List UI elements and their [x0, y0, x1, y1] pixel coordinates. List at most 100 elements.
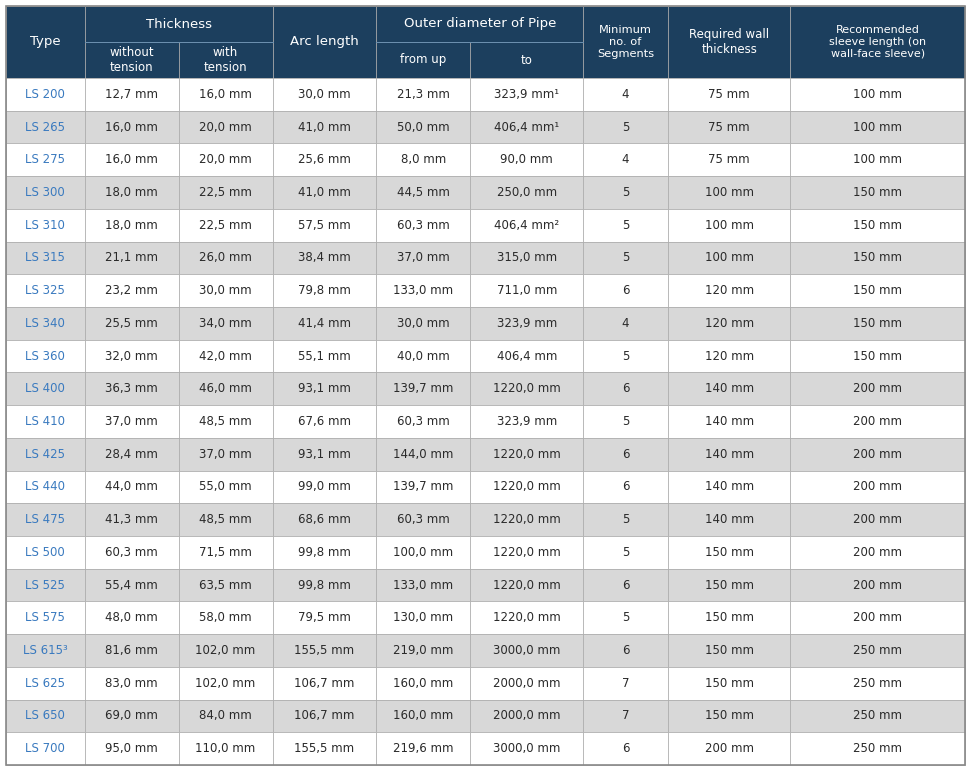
Text: 5: 5: [621, 186, 629, 199]
Text: 250 mm: 250 mm: [854, 709, 902, 722]
Text: 6: 6: [621, 578, 629, 591]
Bar: [273, 6, 376, 78]
Bar: [84, 42, 179, 78]
Text: 58,0 mm: 58,0 mm: [199, 611, 251, 625]
Bar: [790, 667, 965, 699]
Text: 155,5 mm: 155,5 mm: [294, 742, 354, 755]
Text: 68,6 mm: 68,6 mm: [298, 513, 351, 526]
Text: 150 mm: 150 mm: [705, 677, 753, 690]
Text: 34,0 mm: 34,0 mm: [199, 317, 252, 330]
Bar: [84, 372, 179, 405]
Bar: [790, 340, 965, 372]
Text: 139,7 mm: 139,7 mm: [393, 382, 453, 396]
Bar: [584, 699, 668, 732]
Text: 100 mm: 100 mm: [705, 219, 753, 232]
Bar: [273, 569, 376, 601]
Bar: [790, 209, 965, 241]
Text: 250 mm: 250 mm: [854, 677, 902, 690]
Bar: [470, 732, 584, 765]
Bar: [6, 503, 84, 536]
Text: 5: 5: [621, 611, 629, 625]
Bar: [84, 78, 179, 111]
Text: 12,7 mm: 12,7 mm: [105, 88, 158, 101]
Text: 25,6 mm: 25,6 mm: [298, 153, 351, 167]
Text: 21,1 mm: 21,1 mm: [105, 251, 158, 264]
Text: 1220,0 mm: 1220,0 mm: [493, 578, 560, 591]
Bar: [6, 732, 84, 765]
Text: 160,0 mm: 160,0 mm: [393, 709, 453, 722]
Bar: [470, 340, 584, 372]
Text: 140 mm: 140 mm: [705, 448, 753, 461]
Bar: [584, 634, 668, 667]
Text: 140 mm: 140 mm: [705, 415, 753, 428]
Text: 69,0 mm: 69,0 mm: [105, 709, 158, 722]
Bar: [84, 209, 179, 241]
Bar: [6, 307, 84, 340]
Bar: [668, 634, 790, 667]
Bar: [273, 340, 376, 372]
Bar: [273, 78, 376, 111]
Text: 150 mm: 150 mm: [854, 349, 902, 362]
Text: 7: 7: [621, 677, 629, 690]
Bar: [668, 372, 790, 405]
Text: 133,0 mm: 133,0 mm: [393, 284, 453, 297]
Text: 44,5 mm: 44,5 mm: [397, 186, 450, 199]
Text: 5: 5: [621, 349, 629, 362]
Bar: [273, 111, 376, 143]
Bar: [470, 176, 584, 209]
Text: Outer diameter of Pipe: Outer diameter of Pipe: [404, 18, 556, 31]
Bar: [84, 699, 179, 732]
Bar: [376, 667, 470, 699]
Text: 150 mm: 150 mm: [705, 546, 753, 559]
Bar: [668, 143, 790, 176]
Bar: [273, 438, 376, 470]
Bar: [273, 405, 376, 438]
Text: 42,0 mm: 42,0 mm: [199, 349, 252, 362]
Text: LS 275: LS 275: [25, 153, 65, 167]
Bar: [84, 405, 179, 438]
Text: 22,5 mm: 22,5 mm: [199, 219, 252, 232]
Text: LS 650: LS 650: [25, 709, 65, 722]
Text: 18,0 mm: 18,0 mm: [105, 219, 158, 232]
Bar: [273, 470, 376, 503]
Text: 140 mm: 140 mm: [705, 480, 753, 493]
Text: 106,7 mm: 106,7 mm: [294, 709, 354, 722]
Bar: [668, 111, 790, 143]
Text: 6: 6: [621, 480, 629, 493]
Text: 4: 4: [621, 153, 629, 167]
Text: Thickness: Thickness: [146, 18, 212, 31]
Bar: [273, 601, 376, 634]
Text: 1220,0 mm: 1220,0 mm: [493, 513, 560, 526]
Text: LS 300: LS 300: [25, 186, 65, 199]
Bar: [790, 372, 965, 405]
Bar: [273, 241, 376, 274]
Text: 93,1 mm: 93,1 mm: [298, 382, 351, 396]
Bar: [790, 438, 965, 470]
Bar: [179, 634, 273, 667]
Bar: [6, 372, 84, 405]
Text: 67,6 mm: 67,6 mm: [298, 415, 351, 428]
Text: 95,0 mm: 95,0 mm: [105, 742, 158, 755]
Text: LS 575: LS 575: [25, 611, 65, 625]
Text: 120 mm: 120 mm: [705, 349, 753, 362]
Text: 1220,0 mm: 1220,0 mm: [493, 546, 560, 559]
Bar: [376, 340, 470, 372]
Text: 48,5 mm: 48,5 mm: [199, 513, 252, 526]
Text: 140 mm: 140 mm: [705, 513, 753, 526]
Text: 6: 6: [621, 448, 629, 461]
Bar: [84, 241, 179, 274]
Bar: [790, 274, 965, 307]
Text: 37,0 mm: 37,0 mm: [199, 448, 252, 461]
Text: 200 mm: 200 mm: [854, 546, 902, 559]
Text: 133,0 mm: 133,0 mm: [393, 578, 453, 591]
Text: 79,8 mm: 79,8 mm: [298, 284, 351, 297]
Text: 2000,0 mm: 2000,0 mm: [493, 677, 560, 690]
Text: 32,0 mm: 32,0 mm: [105, 349, 158, 362]
Bar: [179, 340, 273, 372]
Text: LS 340: LS 340: [25, 317, 65, 330]
Bar: [179, 470, 273, 503]
Bar: [179, 274, 273, 307]
Text: 55,0 mm: 55,0 mm: [199, 480, 251, 493]
Text: 60,3 mm: 60,3 mm: [397, 219, 450, 232]
Text: 26,0 mm: 26,0 mm: [199, 251, 252, 264]
